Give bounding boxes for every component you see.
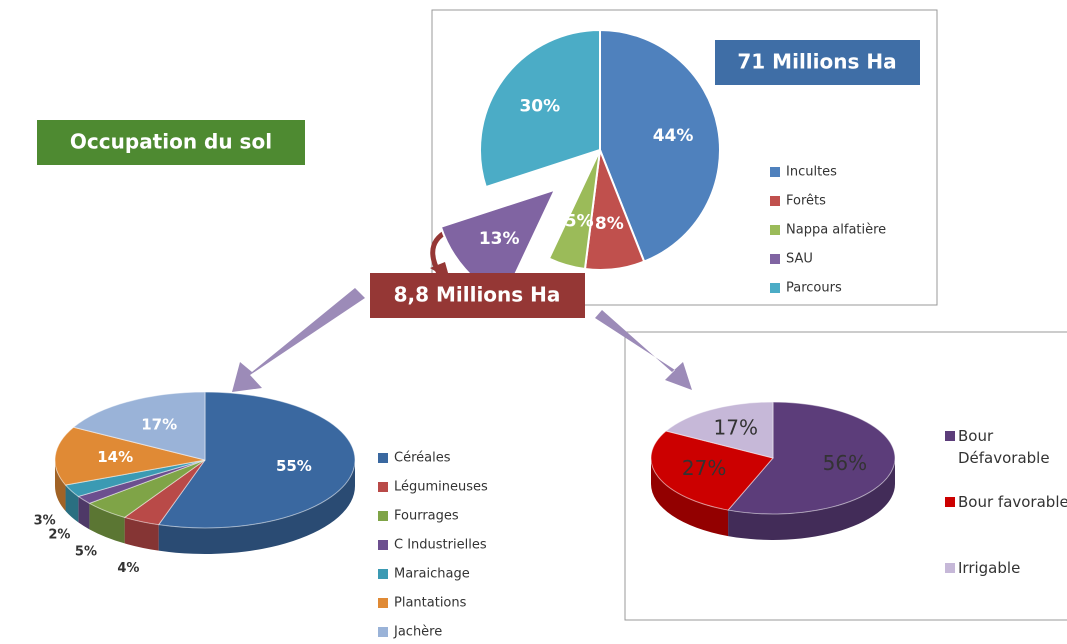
legend-swatch (378, 540, 388, 550)
legend-swatch (378, 511, 388, 521)
legend-label: Incultes (786, 165, 837, 180)
legend-swatch (770, 283, 780, 293)
legend-swatch (378, 453, 388, 463)
slice (72, 391, 206, 461)
legend-swatch (378, 627, 388, 637)
data-label: 3% (34, 513, 56, 528)
legend-label: C Industrielles (394, 538, 487, 553)
legend-label: Parcours (786, 281, 842, 296)
legend-label: SAU (786, 252, 813, 267)
slice (599, 28, 721, 263)
legend-label: Plantations (394, 596, 467, 611)
legend-label: Irrigable (958, 559, 1021, 577)
data-label: 8% (595, 214, 624, 234)
data-label: 27% (682, 456, 726, 480)
legend-swatch (378, 569, 388, 579)
total-label: 71 Millions Ha (737, 50, 896, 74)
total-box (715, 40, 920, 85)
data-label: 13% (479, 229, 520, 249)
data-label: 55% (276, 457, 312, 475)
slice (479, 28, 601, 189)
legend-label: Céréales (394, 451, 451, 466)
arrow-right (595, 310, 692, 390)
legend-swatch (770, 196, 780, 206)
data-label: 5% (75, 545, 97, 560)
legend-swatch (945, 431, 955, 441)
legend-swatch (378, 598, 388, 608)
legend-swatch (770, 167, 780, 177)
slice-side (78, 496, 90, 530)
slice-side (728, 458, 895, 540)
data-label: 56% (823, 451, 867, 475)
legend-label: Légumineuses (394, 480, 488, 495)
slice (727, 401, 896, 515)
slice (547, 149, 601, 271)
legend-swatch (770, 254, 780, 264)
legend-swatch (945, 497, 955, 507)
slice-side (158, 460, 355, 554)
data-label: 30% (519, 96, 560, 116)
slice-side (651, 458, 729, 537)
slice (157, 391, 356, 529)
arrow-left (232, 288, 365, 392)
legend-swatch (945, 563, 955, 573)
legend-label: Fourrages (394, 509, 459, 524)
slice (665, 401, 774, 459)
subtitle-box (370, 273, 585, 318)
title-box (37, 120, 305, 165)
data-label: 5% (565, 211, 594, 231)
legend-swatch (770, 225, 780, 235)
data-label: 17% (714, 416, 758, 440)
legend-label: Nappa alfatière (786, 223, 886, 238)
subtitle: 8,8 Millions Ha (394, 283, 561, 307)
slice (54, 426, 206, 486)
data-label: 44% (653, 126, 694, 146)
title: Occupation du sol (70, 130, 272, 154)
data-label: 2% (48, 527, 70, 542)
legend-label: Jachère (393, 625, 442, 640)
legend-label: Bour Défavorable (958, 427, 1050, 467)
slice-side (124, 517, 159, 551)
data-label: 4% (117, 561, 139, 576)
legend-swatch (378, 482, 388, 492)
data-label: 17% (141, 415, 177, 433)
slice-side (89, 503, 125, 544)
legend-label: Bour favorable (958, 493, 1067, 511)
data-label: 14% (97, 448, 133, 466)
legend-label: Forêts (786, 194, 826, 209)
legend-label: Maraichage (394, 567, 470, 582)
